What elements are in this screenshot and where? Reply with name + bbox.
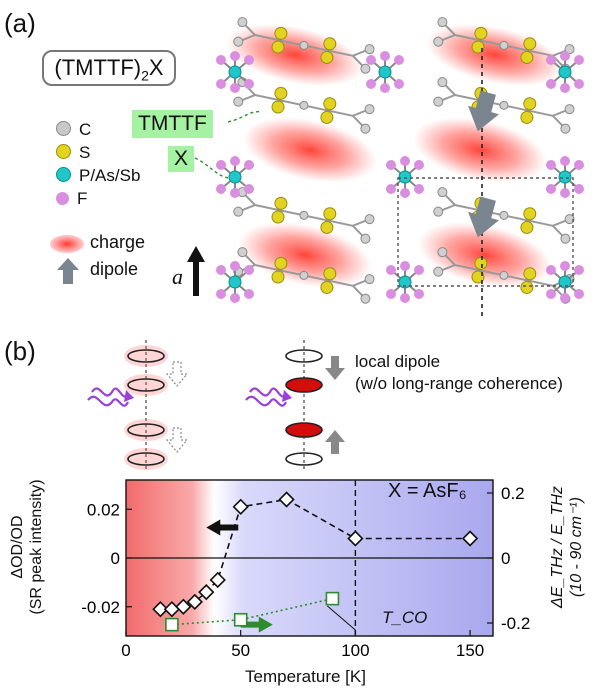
chart-annotation: X = AsF₆ xyxy=(388,480,467,502)
formula-tail: X xyxy=(148,55,164,80)
x-tick-label: 50 xyxy=(231,641,250,660)
atom-legend: C S P/As/Sb F xyxy=(56,118,140,210)
legend-item-s: S xyxy=(56,141,140,164)
temperature-chart: 0 50 100 150 -0.02 0 0.02 -0.2 0 0.2 xyxy=(81,479,530,660)
data-point-diamond xyxy=(175,598,192,615)
data-point-square xyxy=(165,617,179,632)
y-axis-left-label: ΔOD/OD (SR peak intensity) xyxy=(9,479,45,615)
axis-label-a: a xyxy=(172,264,183,289)
data-point-diamond xyxy=(209,571,226,589)
data-point-diamond xyxy=(278,491,295,508)
anion-x xyxy=(216,51,254,93)
data-point-diamond xyxy=(232,498,249,515)
charge-clouds xyxy=(226,23,564,288)
left-axis-arrow-icon xyxy=(206,519,239,536)
data-point-square xyxy=(233,612,248,627)
y-left-tick-label: -0.02 xyxy=(81,598,120,617)
x-tick-label: 100 xyxy=(341,641,369,660)
series-line-0 xyxy=(160,498,471,610)
legend-item-c: C xyxy=(56,118,140,141)
schematic-label-2: (w/o long-range coherence) xyxy=(355,374,563,393)
data-point-diamond xyxy=(152,601,169,618)
y-right-tick-label: 0 xyxy=(501,549,510,568)
data-point-diamond xyxy=(186,593,203,611)
panel-a-label: (a) xyxy=(4,8,36,38)
fluorine-dot-icon xyxy=(56,192,69,205)
charge-legend-label: charge xyxy=(90,232,146,252)
series-line-1 xyxy=(171,597,333,626)
data-point-diamond xyxy=(198,583,215,601)
data-point-square xyxy=(325,591,340,606)
formula-main: (TMTTF) xyxy=(54,55,142,80)
dipole-legend-label: dipole xyxy=(90,259,139,279)
y-left-tick-label: 0.02 xyxy=(87,500,120,519)
legend-item-f: F xyxy=(56,187,140,210)
dipole-arrows xyxy=(468,90,499,238)
y-left-tick-label: 0 xyxy=(111,549,120,568)
carbon-dot-icon xyxy=(56,121,71,136)
dipole-schematic xyxy=(87,340,345,470)
pnictogen-dot-icon xyxy=(56,167,71,182)
schematic-local-dipole xyxy=(245,340,345,470)
formula-sub: 2 xyxy=(141,67,149,84)
formula-box: (TMTTF)2X xyxy=(42,50,176,86)
axis-arrow-icon xyxy=(187,246,205,296)
x-tag: X xyxy=(168,146,195,172)
legend-item-p-as-sb: P/As/Sb xyxy=(56,164,140,187)
y-right-tick-label: 0.2 xyxy=(501,484,525,503)
y-axis-right-label: ΔE_THz / E_THz (10 - 90 cm⁻¹) xyxy=(549,486,585,608)
y-right-tick-label: -0.2 xyxy=(501,614,530,633)
schematic-label-1: local dipole xyxy=(355,352,441,371)
unit-cell-box xyxy=(397,177,574,287)
x-axis-label: Temperature [K] xyxy=(245,667,366,686)
data-point-diamond xyxy=(347,530,364,547)
crystal-structure-figure xyxy=(0,15,585,330)
data-point-diamond xyxy=(461,530,479,547)
charge-legend-icon xyxy=(50,235,84,253)
tco-pointer xyxy=(327,605,356,631)
sulfur-dot-icon xyxy=(56,144,71,159)
schematic-uniform xyxy=(87,340,189,470)
x-tick-label: 0 xyxy=(121,641,130,660)
x-tick-label: 150 xyxy=(456,641,484,660)
tco-label: T_CO xyxy=(382,608,428,627)
panel-b-label: (b) xyxy=(4,336,36,366)
dipole-legend-icon xyxy=(57,258,79,284)
right-axis-arrow-icon xyxy=(240,616,273,633)
tmttf-tag: TMTTF xyxy=(132,110,213,138)
